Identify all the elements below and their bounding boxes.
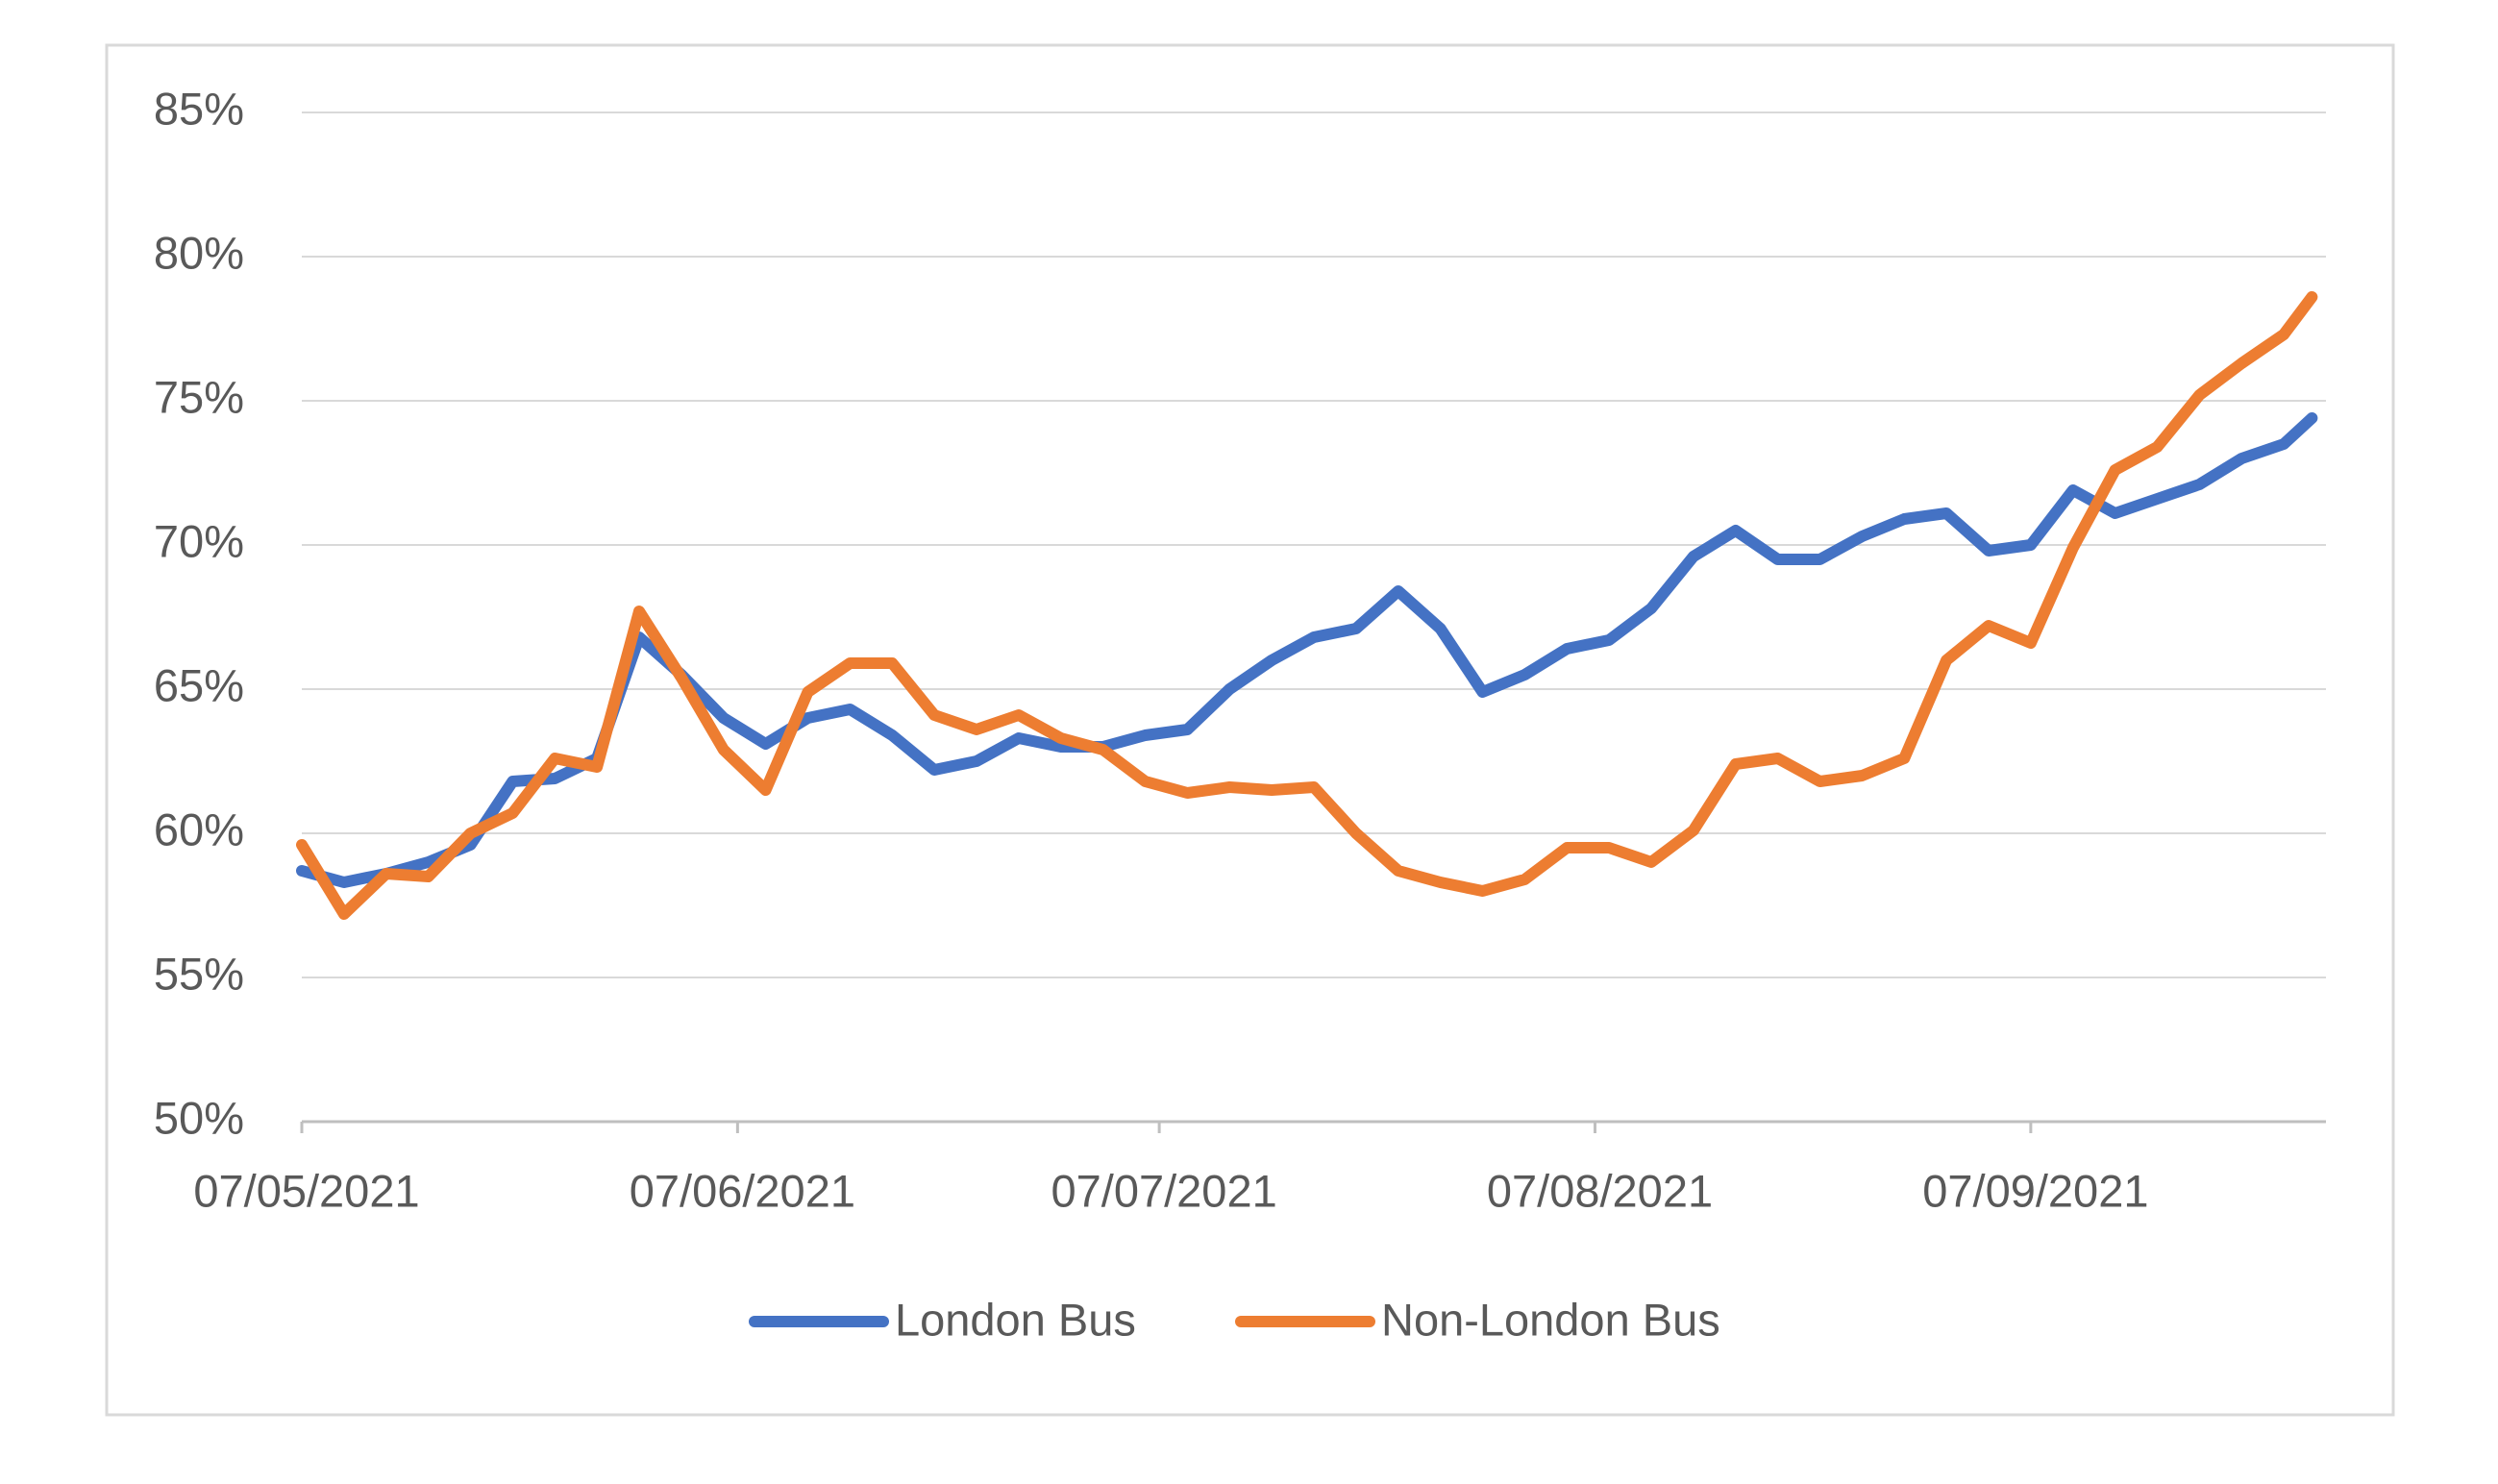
x-tick-label: 07/05/2021 [193,1165,419,1216]
y-tick-label: 65% [154,659,244,710]
chart-border [105,43,2395,1417]
legend-label: London Bus [895,1294,1136,1345]
y-tick-label: 55% [154,948,244,999]
y-tick-label: 85% [154,83,244,134]
x-tick-label: 07/06/2021 [630,1165,855,1216]
y-tick-label: 60% [154,804,244,854]
series-line [296,412,2318,888]
y-tick-label: 50% [154,1092,244,1143]
y-tick-label: 75% [154,371,244,422]
legend-label: Non-London Bus [1381,1294,1720,1345]
series-line [296,291,2318,920]
x-tick-label: 07/07/2021 [1051,1165,1277,1216]
x-tick-label: 07/09/2021 [1922,1165,2148,1216]
y-tick-label: 80% [154,227,244,278]
y-tick-label: 70% [154,515,244,566]
x-tick-label: 07/08/2021 [1487,1165,1713,1216]
